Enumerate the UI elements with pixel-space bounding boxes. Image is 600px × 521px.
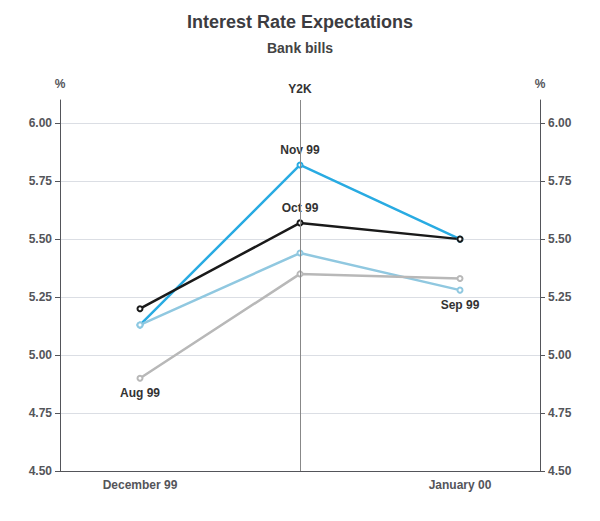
svg-text:Bank bills: Bank bills: [267, 40, 333, 56]
svg-text:5.75: 5.75: [29, 174, 53, 188]
svg-text:Oct 99: Oct 99: [281, 201, 319, 216]
svg-text:4.50: 4.50: [29, 464, 53, 478]
svg-text:5.50: 5.50: [548, 232, 572, 246]
svg-text:Aug 99: Aug 99: [120, 386, 160, 400]
svg-text:6.00: 6.00: [29, 116, 53, 130]
svg-text:5.00: 5.00: [29, 348, 53, 362]
svg-text:5.25: 5.25: [548, 290, 572, 304]
svg-text:Sep 99: Sep 99: [441, 298, 480, 312]
svg-text:December 99: December 99: [103, 478, 178, 492]
svg-text:5.00: 5.00: [548, 348, 572, 362]
svg-text:6.00: 6.00: [548, 116, 572, 130]
svg-text:4.50: 4.50: [548, 464, 572, 478]
svg-text:5.25: 5.25: [29, 290, 53, 304]
svg-text:Y2K: Y2K: [288, 82, 312, 96]
svg-text:January 00: January 00: [429, 478, 492, 492]
svg-text:4.75: 4.75: [548, 406, 572, 420]
svg-text:%: %: [55, 77, 66, 91]
svg-text:5.50: 5.50: [29, 232, 53, 246]
svg-text:Interest Rate Expectations: Interest Rate Expectations: [187, 12, 413, 32]
svg-text:5.75: 5.75: [548, 174, 572, 188]
svg-text:4.75: 4.75: [29, 406, 53, 420]
svg-text:%: %: [535, 77, 546, 91]
svg-text:Nov 99: Nov 99: [280, 143, 320, 158]
